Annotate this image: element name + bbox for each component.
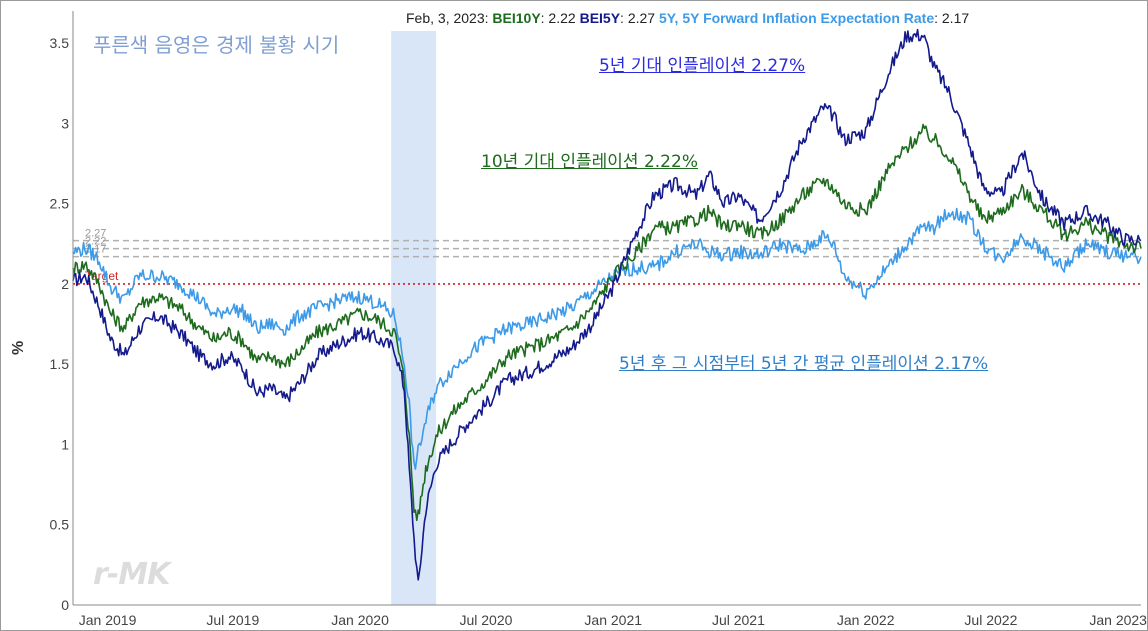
chart-header: Feb, 3, 2023: BEI10Y: 2.22 BEI5Y: 2.27 5… [406,10,969,26]
x-tick-label-7: Jul 2022 [964,612,1017,628]
y-tick-label-3: 1.5 [50,356,70,372]
x-tick-label-1: Jul 2019 [206,612,259,628]
x-tick-label-5: Jul 2021 [712,612,765,628]
x-tick-label-8: Jan 2023 [1089,612,1147,628]
reference-label-0: 2.27 [85,228,106,240]
header-fwd-label: 5Y, 5Y Forward Inflation Expectation Rat… [658,10,935,26]
y-tick-label-4: 2 [61,276,69,292]
series-line-1 [72,123,1142,522]
x-tick-label-2: Jan 2020 [331,612,389,628]
y-axis-title: % [10,341,27,355]
header-date: Feb, 3, 2023: [406,10,489,26]
y-tick-label-2: 1 [61,436,69,452]
watermark-logo: r-MK [93,557,170,592]
header-bei5y-label: BEI5Y [579,10,621,26]
recession-note: 푸른색 음영은 경제 불황 시기 [93,33,340,57]
x-tick-label-6: Jan 2022 [837,612,895,628]
x-tick-label-3: Jul 2020 [459,612,512,628]
header-bei10y-label: BEI10Y [492,10,541,26]
series-line-0 [72,28,1142,581]
x-tick-label-0: Jan 2019 [79,612,137,628]
series-line-2 [72,207,1142,470]
y-tick-label-7: 3.5 [50,35,70,51]
y-tick-label-0: 0 [61,597,69,613]
y-tick-label-1: 0.5 [50,517,70,533]
fwd-annotation: 5년 후 그 시점부터 5년 간 평균 인플레이션 2.17% [617,349,991,374]
y-tick-label-6: 3 [61,115,69,131]
bei5y-annotation: 5년 기대 인플레이션 2.27% [597,51,808,76]
recession-band [391,31,437,605]
bei10y-annotation: 10년 기대 인플레이션 2.22% [479,147,700,172]
x-tick-label-4: Jan 2021 [584,612,642,628]
header-bei10y-value: : 2.22 [540,10,576,26]
header-fwd-value: : 2.17 [934,10,970,26]
y-tick-label-5: 2.5 [50,196,70,212]
header-bei5y-value: : 2.27 [620,10,656,26]
